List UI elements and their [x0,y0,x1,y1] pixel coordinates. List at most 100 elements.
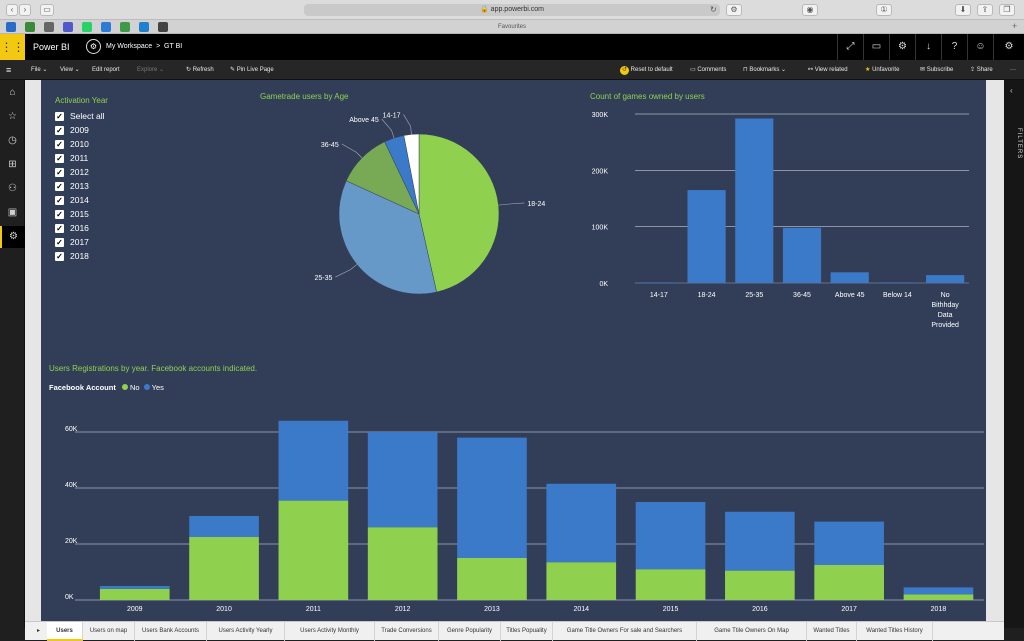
tab-wanted-titles-history[interactable]: Wanted Titles History [857,622,933,641]
sidebar-icon[interactable]: ▭ [40,4,54,16]
app-2-icon[interactable] [25,22,35,32]
stacked-bar-segment[interactable] [457,437,527,558]
stacked-bar-segment[interactable] [814,521,884,565]
bar[interactable] [639,282,678,283]
tab-trade-conversions[interactable]: Trade Conversions [375,622,439,641]
hamburger-icon[interactable]: ≡ [6,65,12,75]
breadcrumb-report[interactable]: GT BI [164,43,183,50]
share-icon[interactable]: ⇪ [977,4,993,16]
url-bar[interactable]: 🔒 app.powerbi.com [304,4,720,16]
download-icon[interactable]: ⬇ [955,4,971,16]
app-3-icon[interactable] [44,22,54,32]
settings-icon[interactable]: ⚙ [889,34,915,60]
pie-slice[interactable] [338,180,437,295]
checkbox-icon[interactable]: ✓ [55,111,64,121]
help-icon[interactable]: ? [941,34,967,60]
file-menu[interactable]: File ⌄ [31,67,48,73]
tabs-prev-icon[interactable]: ▸ [37,628,41,634]
tab-genre-popularity[interactable]: Genre Popularity [439,622,501,641]
share-button[interactable]: ⇪ Share [970,67,993,73]
smiley-icon[interactable]: ☺ [967,34,993,60]
checkbox-icon[interactable]: ✓ [55,139,64,149]
stacked-bar-segment[interactable] [278,420,349,501]
unfavorite-button[interactable]: ★ Unfavorite [865,67,900,73]
fullscreen-icon[interactable]: ⤢ [837,34,863,60]
tab-wanted-titles[interactable]: Wanted Titles [807,622,857,641]
recent-icon[interactable]: ◷ [8,135,17,146]
bar[interactable] [782,227,822,283]
explore-menu[interactable]: Explore ⌄ [137,67,165,73]
checkbox-icon[interactable]: ✓ [55,153,64,163]
tab-users-activity-monthly[interactable]: Users Activity Monthly [285,622,375,641]
stacked-bar-segment[interactable] [635,502,706,570]
app-1-icon[interactable] [6,22,16,32]
slicer-item[interactable]: ✓ 2016 [55,221,89,235]
pie-slice[interactable] [403,133,420,215]
stacked-bar-segment[interactable] [546,562,617,600]
favorites-icon[interactable]: ☆ [8,111,17,122]
checkbox-icon[interactable]: ✓ [55,251,64,261]
stacked-bar-segment[interactable] [189,516,259,537]
stacked-bar-segment[interactable] [457,558,527,600]
slicer-item[interactable]: ✓ 2010 [55,137,89,151]
checkbox-icon[interactable]: ✓ [55,181,64,191]
checkbox-icon[interactable]: ✓ [55,195,64,205]
tab-users-on-map[interactable]: Users on map [83,622,135,641]
teams-icon[interactable] [63,22,73,32]
slicer-item[interactable]: ✓ 2011 [55,151,88,165]
powerbi-icon[interactable] [158,22,168,32]
view-related-button[interactable]: ⚯ View related [808,67,848,73]
tab-titles-popuality[interactable]: Titles Popuality [501,622,553,641]
current-workspace-icon[interactable]: ⚙ [0,226,25,248]
stacked-bar-segment[interactable] [367,527,438,600]
slicer-item[interactable]: ✓ 2013 [55,179,89,193]
stacked-bar-segment[interactable] [903,594,974,600]
bar[interactable] [687,190,726,283]
bookmarks-button[interactable]: ⊓ Bookmarks ⌄ [743,67,787,73]
slicer-item[interactable]: ✓ 2009 [55,123,89,137]
app-launcher-icon[interactable]: ⋮⋮ [0,34,25,60]
slicer-item[interactable]: ✓ 2017 [55,235,89,249]
tab-users[interactable]: Users [47,622,83,641]
stacked-bar-segment[interactable] [99,588,170,600]
back-icon[interactable]: ‹ [6,4,18,16]
forward-icon[interactable]: › [19,4,31,16]
app-name[interactable]: Power BI [33,42,70,52]
stacked-bar-segment[interactable] [367,432,438,528]
stacked-bar-segment[interactable] [546,483,617,563]
slicer-item[interactable]: ✓ 2015 [55,207,89,221]
tabs-icon[interactable]: ❐ [999,4,1015,16]
bar[interactable] [926,275,965,283]
slicer-item[interactable]: ✓ 2018 [55,249,89,263]
feedback-icon[interactable]: ▭ [863,34,889,60]
extension3-icon[interactable]: ① [876,4,892,16]
app-8-icon[interactable] [139,22,149,32]
checkbox-icon[interactable]: ✓ [55,237,64,247]
tab-users-activity-yearly[interactable]: Users Activity Yearly [207,622,285,641]
tab-users-bank-accounts[interactable]: Users Bank Accounts [135,622,207,641]
checkbox-icon[interactable]: ✓ [55,167,64,177]
stacked-bar-segment[interactable] [189,537,259,600]
tab-game-title-owners-for-sale-and-searchers[interactable]: Game Title Owners For sale and Searchers [553,622,697,641]
subscribe-button[interactable]: ✉ Subscribe [920,67,954,73]
stacked-bar-segment[interactable] [725,570,795,600]
extension2-icon[interactable]: ◉ [802,4,818,16]
checkbox-icon[interactable]: ✓ [55,223,64,233]
pie-slice[interactable] [418,133,500,293]
stacked-bar-segment[interactable] [99,586,170,589]
view-menu[interactable]: View ⌄ [60,67,80,73]
stacked-bar-segment[interactable] [278,500,349,600]
stacked-bar-segment[interactable] [903,587,974,595]
expand-filters-icon[interactable]: ‹ [1010,86,1013,95]
edit-report-button[interactable]: Edit report [92,67,120,73]
checkbox-icon[interactable]: ✓ [55,125,64,135]
apps-icon[interactable]: ⊞ [8,159,17,170]
bar[interactable] [735,118,774,283]
reset-default-button[interactable]: ↺ Reset to default [620,66,673,75]
whatsapp-icon[interactable] [82,22,92,32]
download-icon[interactable]: ↓ [915,34,941,60]
home-icon[interactable]: ⌂ [9,87,16,98]
bar[interactable] [830,272,869,283]
stacked-bar-segment[interactable] [635,569,706,600]
slicer-item[interactable]: ✓ Select all [55,109,105,123]
